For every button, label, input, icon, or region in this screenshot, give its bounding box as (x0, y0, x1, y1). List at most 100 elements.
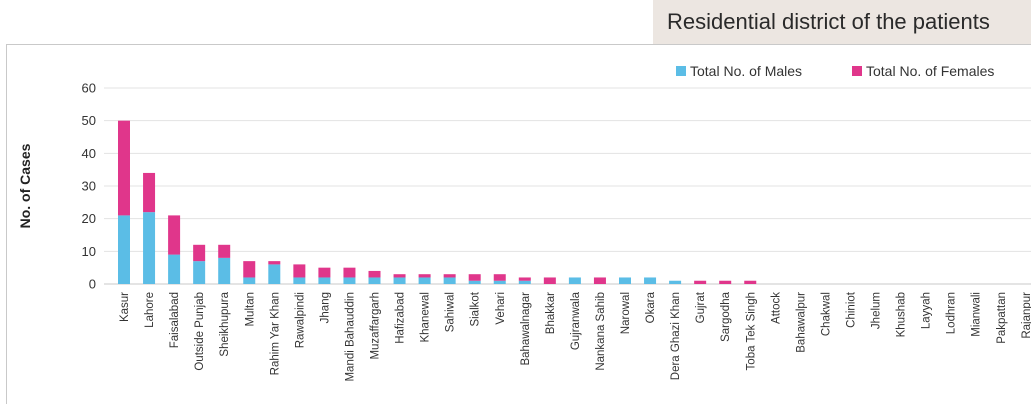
y-tick-label: 50 (82, 113, 96, 128)
chart-title: Residential district of the patients (667, 9, 990, 34)
x-category-label: Dera Ghazi Khan (670, 292, 682, 380)
x-category-label: Toba Tek Singh (745, 292, 757, 370)
x-category-label: Faisalabad (169, 292, 181, 348)
legend-label-females: Total No. of Females (866, 63, 994, 79)
bar-segment-males (143, 212, 156, 284)
bar-segment-females (493, 274, 506, 281)
y-tick-label: 60 (82, 81, 96, 96)
x-category-label: Muzaffargarh (370, 292, 382, 360)
bar-segment-males (393, 277, 406, 284)
bars (118, 120, 757, 284)
legend: Total No. of Males Total No. of Females (676, 63, 994, 79)
x-category-label: Bhakkar (545, 292, 557, 334)
bar-segment-males (493, 280, 506, 284)
x-category-label: Sheikhupura (219, 291, 231, 356)
bar-segment-females (719, 280, 732, 284)
x-category-label: Mianwali (971, 292, 983, 337)
bar-segment-males (293, 277, 306, 284)
x-category-label: Okara (645, 291, 657, 323)
bar-segment-males (468, 280, 481, 284)
bar-segment-females (143, 172, 156, 213)
bar-segment-females (443, 274, 456, 278)
bar-segment-males (193, 261, 206, 284)
bar-segment-males (243, 277, 256, 284)
bar-segment-females (418, 274, 431, 278)
bar-segment-females (393, 274, 406, 278)
x-category-label: Gujranwala (570, 291, 582, 350)
x-category-label: Khanewal (420, 292, 432, 343)
x-category-label: Rahim Yar Khan (269, 292, 281, 375)
y-tick-label: 40 (82, 146, 96, 161)
bar-segment-females (293, 264, 306, 278)
bar-segment-males (518, 280, 531, 284)
x-category-label: Khushab (896, 292, 908, 337)
x-category-label: Bahawalpur (795, 292, 807, 353)
bar-segment-males (318, 277, 331, 284)
x-category-label: Chiniot (845, 291, 857, 328)
x-category-label: Rawalpindi (294, 292, 306, 348)
x-category-label: Jhang (319, 292, 331, 323)
bar-segment-females (268, 261, 281, 265)
x-category-label: Layyah (921, 292, 933, 329)
bar-segment-males (218, 257, 231, 284)
bar-segment-males (343, 277, 356, 284)
bar-segment-males (568, 277, 581, 284)
bar-segment-males (268, 264, 281, 284)
bar-segment-females (343, 267, 356, 278)
bar-segment-males (418, 277, 431, 284)
bar-segment-females (193, 244, 206, 262)
x-category-label: Lahore (144, 292, 156, 328)
x-category-label: Lodhran (946, 292, 958, 334)
x-category-label: Nankana Sahib (595, 292, 607, 371)
y-tick-label: 30 (82, 179, 96, 194)
x-category-label: Multan (244, 292, 256, 327)
x-category-label: Chakwal (820, 292, 832, 336)
x-category-label: Mandi Bahauddin (344, 292, 356, 382)
bar-segment-males (368, 277, 381, 284)
x-category-label: Sahiwal (445, 292, 457, 332)
bar-segment-females (118, 120, 130, 216)
gridlines (104, 87, 1031, 285)
chart-frame (6, 44, 1031, 404)
y-tick-label: 0 (89, 277, 96, 292)
x-category-label: Kasur (119, 292, 131, 322)
bar-segment-females (243, 261, 256, 278)
y-tick-label: 20 (82, 211, 96, 226)
bar-segment-females (318, 267, 331, 278)
x-category-label: Vehari (495, 292, 507, 325)
x-category-label: Sialkot (470, 291, 482, 326)
x-category-label: Sargodha (720, 291, 732, 341)
x-category-label: Rajanpur (1021, 292, 1031, 339)
bar-segment-females (168, 215, 181, 255)
x-category-label: Narowal (620, 292, 632, 334)
x-category-label: Outside Punjab (194, 292, 206, 371)
bar-segment-females (368, 270, 381, 278)
bar-segment-females (543, 277, 556, 284)
x-category-label: Pakpattan (996, 292, 1008, 344)
legend-label-males: Total No. of Males (690, 63, 802, 79)
bar-segment-males (669, 280, 682, 284)
bar-segment-males (619, 277, 631, 284)
bar-segment-males (443, 277, 456, 284)
bar-segment-males (644, 277, 657, 284)
y-tick-label: 10 (82, 244, 96, 259)
y-axis-label: No. of Cases (17, 143, 33, 228)
x-category-label: Attock (770, 292, 782, 324)
bar-segment-males (118, 215, 130, 284)
bar-segment-females (593, 277, 606, 284)
x-category-label: Bahawalnagar (520, 292, 532, 366)
bar-segment-females (694, 280, 707, 284)
chart-title-band: Residential district of the patients (653, 0, 1031, 44)
bar-segment-females (744, 280, 757, 284)
bar-segment-females (468, 274, 481, 281)
x-axis-categories: Kasur Lahore Faisalabad Outside Punjab Sheik… (119, 291, 1031, 381)
x-category-label: Gujrat (695, 291, 707, 323)
y-axis-ticks: 0 10 20 30 40 50 60 (82, 81, 96, 292)
bar-segment-females (518, 277, 531, 281)
x-category-label: Hafizabad (395, 292, 407, 344)
x-category-label: Jhelum (871, 292, 883, 329)
legend-swatch-males (676, 66, 686, 76)
bar-segment-females (218, 244, 231, 258)
bar-segment-males (168, 254, 181, 284)
